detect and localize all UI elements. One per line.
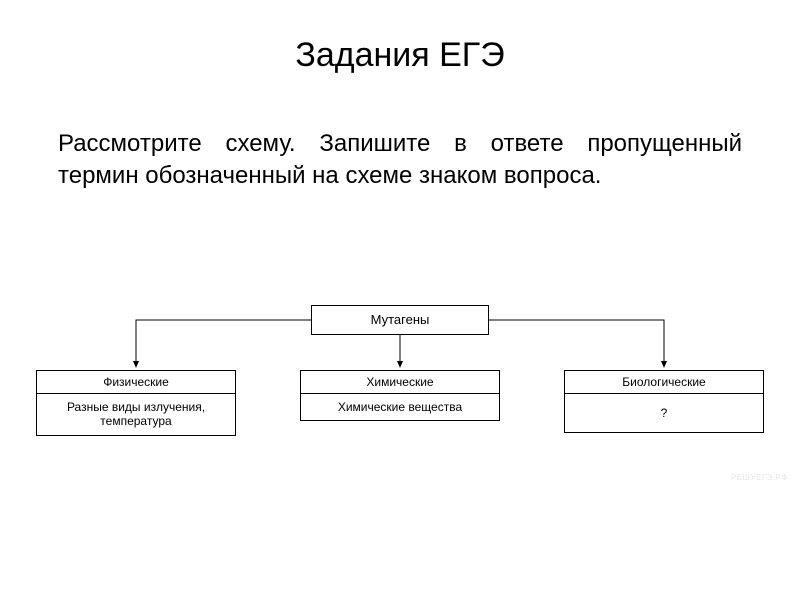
diagram-box-chemical-detail: Химические вещества [301, 394, 499, 420]
instruction-text: Рассмотрите схему. Запишите в ответе про… [58, 128, 742, 193]
diagram-arrows [0, 0, 800, 600]
diagram-box-biological-header: Биологические [565, 371, 763, 394]
diagram-box-physical: Физические Разные виды излучения, темпер… [36, 370, 236, 436]
diagram-box-chemical-header: Химические [301, 371, 499, 394]
diagram-box-chemical: Химические Химические вещества [300, 370, 500, 421]
slide: Задания ЕГЭ Рассмотрите схему. Запишите … [0, 0, 800, 600]
diagram-root-label: Мутагены [371, 312, 430, 327]
diagram-box-biological-detail: ? [565, 394, 763, 432]
watermark: РЕШУЕГЭ.РФ [731, 473, 788, 482]
diagram-box-biological: Биологические ? [564, 370, 764, 433]
diagram-root: Мутагены [311, 305, 489, 335]
diagram-box-physical-header: Физические [37, 371, 235, 394]
diagram-box-physical-detail: Разные виды излучения, температура [37, 394, 235, 435]
page-title: Задания ЕГЭ [0, 36, 800, 75]
